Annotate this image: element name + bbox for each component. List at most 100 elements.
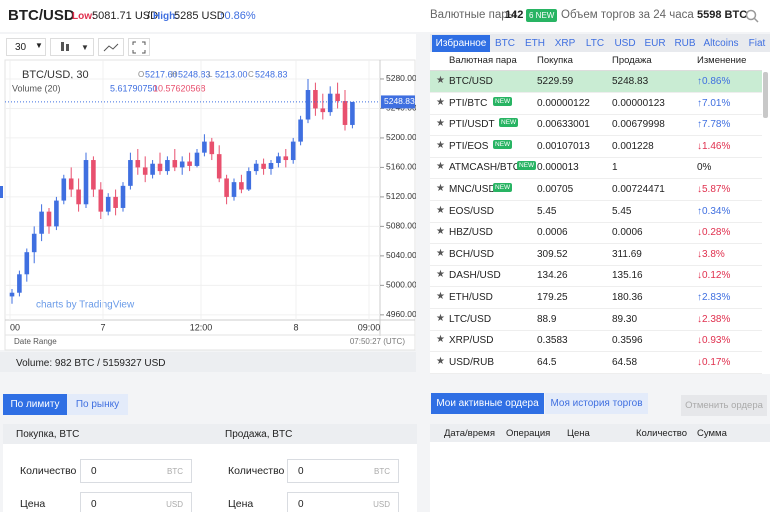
- star-icon: ★: [436, 269, 445, 281]
- candle-body: [142, 167, 148, 175]
- candle-body: [261, 163, 266, 169]
- star-icon: ★: [436, 355, 445, 367]
- buy-price: 5229.59: [537, 76, 574, 87]
- market-row[interactable]: ★ MNC/USD NEW 0.00705 0.00724471 ↓5.87%: [430, 179, 762, 201]
- new-badge: NEW: [499, 118, 519, 128]
- buy-price: 5.45: [537, 205, 557, 217]
- change: ↓0.12%: [697, 270, 731, 282]
- sell-price: 0.001228: [612, 140, 654, 152]
- indicators-button[interactable]: [98, 38, 124, 56]
- buy-price: 88.9: [537, 313, 557, 325]
- candle-body: [54, 200, 59, 227]
- buy-price: 134.26: [537, 270, 568, 282]
- input-value: 0: [298, 466, 304, 477]
- candle-body: [157, 163, 163, 172]
- search-icon[interactable]: [745, 9, 759, 23]
- market-row[interactable]: ★ BCH/USD 309.52 311.69 ↓3.8%: [430, 244, 762, 266]
- market-row[interactable]: ★ PTI/EOS NEW 0.00107013 0.001228 ↓1.46%: [430, 136, 762, 158]
- change: ↑7.01%: [697, 97, 731, 109]
- candle-body: [113, 196, 118, 208]
- cancel-orders-button[interactable]: Отменить ордера: [681, 395, 767, 416]
- last-price-tag: [381, 95, 415, 109]
- high-value: 5285 USD: [174, 10, 225, 22]
- market-tab[interactable]: ETH: [525, 38, 545, 49]
- market-row[interactable]: ★ PTI/BTC NEW 0.00000122 0.00000123 ↑7.01%: [430, 93, 762, 115]
- pair-name: PTI/USDT: [449, 119, 495, 131]
- pair-name: XRP/USD: [449, 335, 494, 347]
- market-row[interactable]: ★ BTC/USD 5229.59 5248.83 ↑0.86%: [430, 71, 762, 93]
- market-row[interactable]: ★ HBZ/USD 0.0006 0.0006 ↓0.28%: [430, 222, 762, 245]
- change: ↓1.46%: [697, 140, 731, 152]
- sell-price-input[interactable]: 0 USD: [287, 492, 399, 512]
- limit-tab[interactable]: По лимиту: [3, 394, 67, 415]
- orders-column: Количество: [636, 428, 688, 439]
- market-row[interactable]: ★ LTC/USD 88.9 89.30 ↓2.38%: [430, 309, 762, 331]
- market-tab[interactable]: XRP: [554, 38, 576, 49]
- legend-open: 5217.60: [145, 69, 178, 79]
- market-tabs: Избранное BTC ETH XRP LTC USD EUR RUB Altcoins Fi…: [430, 34, 770, 52]
- candle-body: [290, 141, 296, 161]
- y-tick-label: 5200.00: [386, 132, 416, 142]
- candle-body: [239, 182, 244, 190]
- change: ↓0.17%: [697, 356, 731, 368]
- market-row[interactable]: ★ XRP/USD 0.3583 0.3596 ↓0.93%: [430, 330, 762, 353]
- history-tab[interactable]: Моя история торгов: [545, 393, 648, 414]
- change: ↑7.78%: [697, 119, 731, 131]
- market-tab[interactable]: Altcoins: [703, 38, 739, 49]
- candle-body: [224, 178, 229, 197]
- market-row[interactable]: ★ USD/RUB 64.5 64.58 ↓0.17%: [430, 352, 762, 374]
- buy-price: 0.0006: [537, 227, 568, 239]
- market-row[interactable]: ★ PTI/USDT NEW 0.00633001 0.00679998 ↑7.78%: [430, 114, 762, 137]
- candle-body: [120, 185, 126, 208]
- buy-price: 0.00633001: [537, 119, 590, 131]
- market-tab[interactable]: Fiat: [748, 38, 766, 49]
- y-tick-label: 5280.00: [386, 73, 416, 83]
- legend-o-label: O: [138, 70, 144, 79]
- chart-type-button[interactable]: ▼: [50, 38, 94, 56]
- buy-price-input[interactable]: 0 USD: [80, 492, 192, 512]
- candle-body: [98, 189, 104, 212]
- market-tab[interactable]: EUR: [644, 38, 666, 49]
- active-orders-tab[interactable]: Мои активные ордера: [431, 393, 544, 414]
- candle-body: [105, 196, 111, 212]
- legend-close: 5248.83: [255, 69, 288, 79]
- market-tab[interactable]: Избранное: [432, 35, 490, 52]
- sell-title: Продажа, BTC: [225, 429, 293, 440]
- market-tab[interactable]: USD: [614, 38, 636, 49]
- market-tab[interactable]: LTC: [585, 38, 605, 49]
- fullscreen-button[interactable]: [128, 38, 150, 56]
- buy-amount-input[interactable]: 0 BTC: [80, 459, 192, 483]
- market-row[interactable]: ★ ATMCASH/BTC NEW 0.000013 1 0%: [430, 157, 762, 180]
- y-tick-label: 5000.00: [386, 280, 416, 290]
- sell-price: 5248.83: [612, 76, 649, 87]
- candle-body: [231, 182, 237, 197]
- volume-strip: [0, 352, 416, 372]
- candle-body: [83, 160, 89, 205]
- market-row[interactable]: ★ DASH/USD 134.26 135.16 ↓0.12%: [430, 265, 762, 288]
- buy-amount-label: Количество: [20, 465, 77, 477]
- y-tick-label: 5160.00: [386, 162, 416, 172]
- new-badge: NEW: [517, 161, 537, 171]
- candle-body: [187, 161, 192, 166]
- column-header: Продажа: [612, 55, 652, 66]
- legend-high: 5248.83: [178, 69, 211, 79]
- new-badge: NEW: [493, 183, 513, 192]
- y-tick-label: 5040.00: [386, 250, 416, 260]
- new-badge: NEW: [493, 96, 513, 106]
- price-chart: BTC/USD, 30 O 5217.60 H 5248.83 L 5213.0…: [0, 59, 416, 351]
- candle-body: [24, 252, 30, 275]
- market-row[interactable]: ★ EOS/USD 5.45 5.45 ↑0.34%: [430, 201, 762, 223]
- market-tab[interactable]: По рынку: [67, 394, 128, 415]
- y-tick-label: 4960.00: [386, 309, 416, 319]
- market-row[interactable]: ★ ETH/USD 179.25 180.36 ↑2.83%: [430, 287, 762, 309]
- candle-body: [246, 171, 252, 190]
- interval-select[interactable]: 30 ▼: [6, 38, 46, 56]
- low-label: Low:: [72, 11, 96, 22]
- market-tab[interactable]: BTC: [495, 38, 515, 49]
- market-tab[interactable]: RUB: [674, 38, 696, 49]
- candle-body: [305, 90, 311, 120]
- pair-name: USD/RUB: [449, 356, 495, 368]
- candle-body: [216, 154, 222, 179]
- sell-amount-input[interactable]: 0 BTC: [287, 459, 399, 483]
- input-value: 0: [91, 499, 97, 510]
